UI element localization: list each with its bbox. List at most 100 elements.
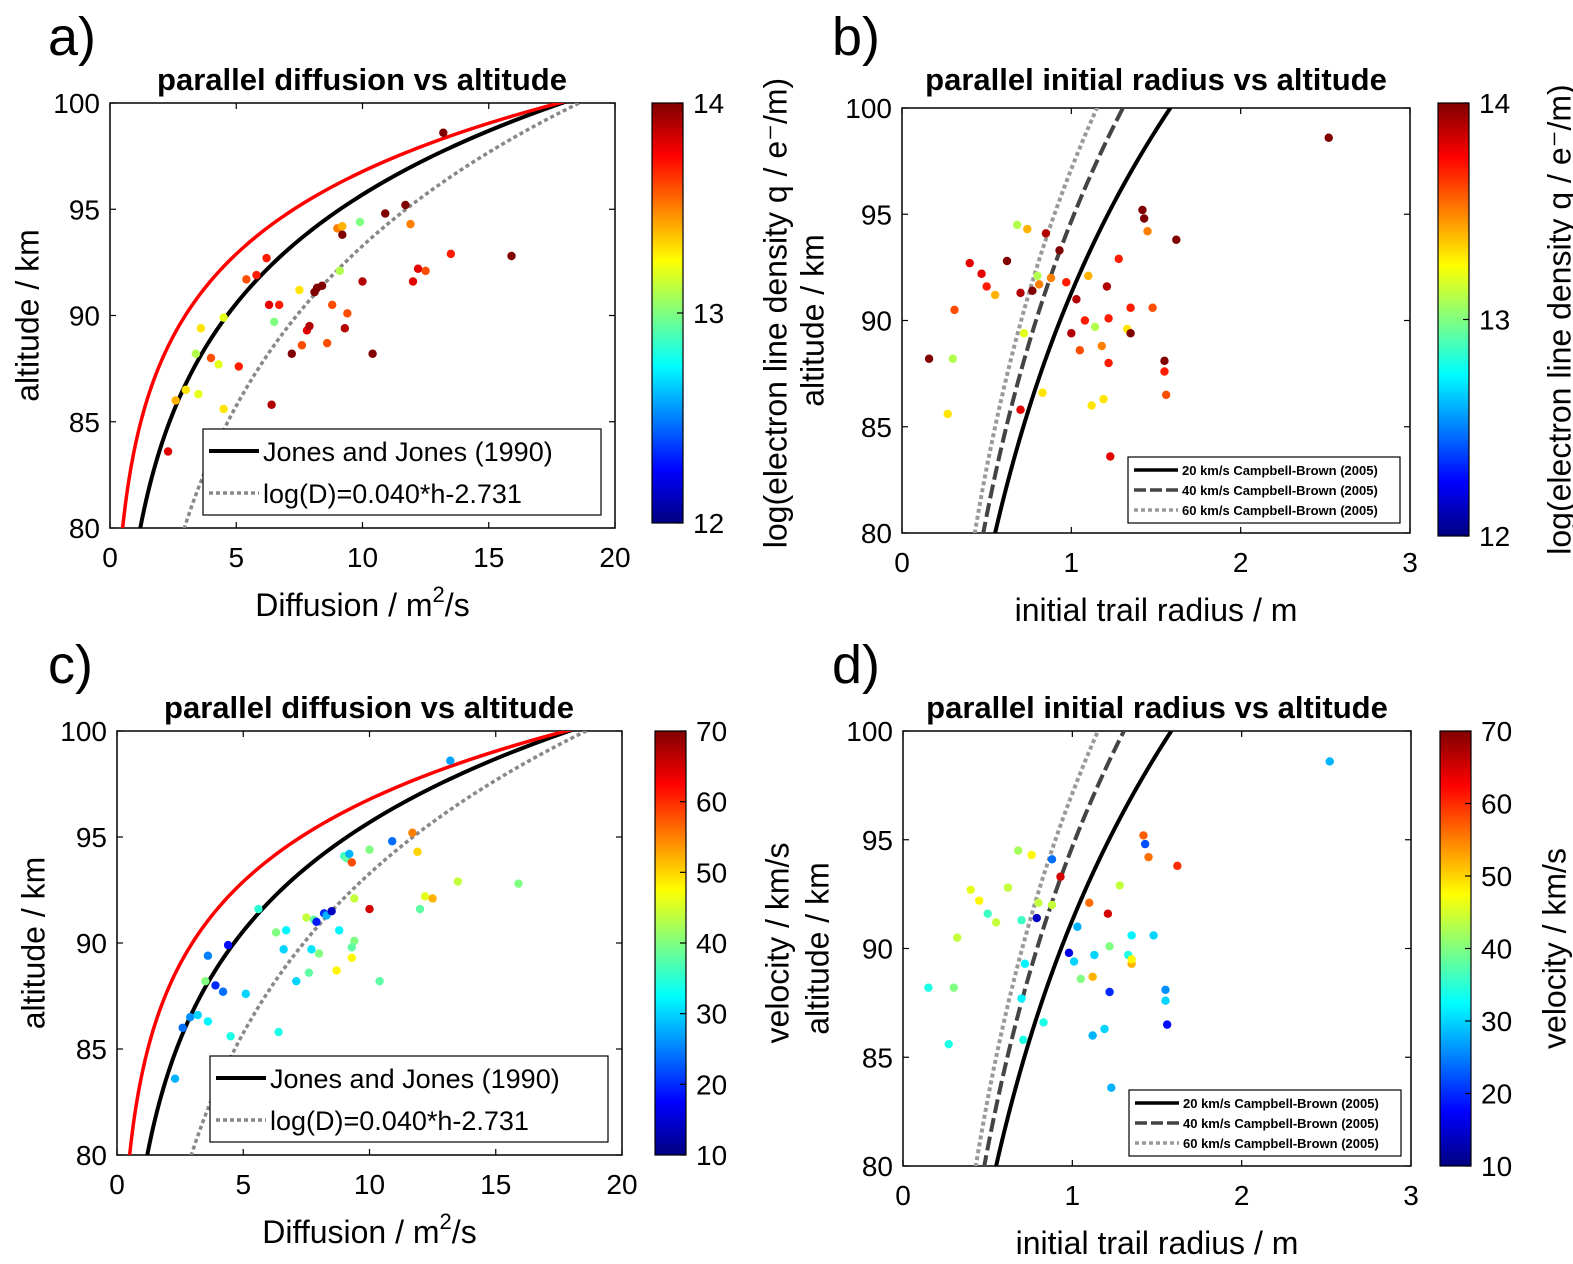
data-point — [201, 976, 210, 986]
data-point — [191, 349, 201, 358]
colorbar-tick-label: 14 — [1479, 88, 1510, 119]
x-axis-label: initial trail radius / m — [1016, 1225, 1299, 1261]
x-axis-label: initial trail radius / m — [1015, 592, 1298, 628]
data-point — [944, 1040, 953, 1049]
panel-label: c) — [48, 635, 93, 695]
legend-entry: 20 km/s Campbell-Brown (2005) — [1183, 1096, 1379, 1111]
x-tick-label: 3 — [1402, 547, 1418, 578]
colorbar-tick-label: 30 — [696, 999, 727, 1030]
data-point — [163, 447, 173, 456]
colorbar-tick-label: 60 — [696, 787, 727, 818]
legend: Jones and Jones (1990) log(D)=0.040*h-2.7… — [209, 1055, 609, 1143]
data-point — [1013, 846, 1023, 855]
data-point — [1028, 286, 1037, 295]
data-point — [1032, 913, 1041, 923]
data-point — [1075, 346, 1085, 355]
data-point — [1017, 994, 1026, 1003]
legend: 20 km/s Campbell-Brown (2005) 40 km/s Cam… — [1127, 456, 1401, 524]
legend-box — [202, 428, 602, 516]
data-point — [1047, 900, 1057, 910]
data-point — [1173, 861, 1182, 871]
data-point — [375, 976, 384, 986]
data-point — [1041, 229, 1051, 238]
data-point — [328, 300, 337, 310]
data-point — [924, 354, 934, 363]
data-point — [327, 907, 336, 916]
data-point — [338, 230, 347, 239]
x-tick-label: 10 — [347, 542, 378, 573]
data-point — [1076, 974, 1086, 984]
data-point — [350, 936, 359, 946]
data-point — [1324, 133, 1333, 142]
data-point — [413, 847, 422, 857]
data-point — [279, 945, 288, 954]
data-point — [1325, 757, 1334, 766]
data-point — [1064, 948, 1074, 958]
data-point — [1034, 280, 1044, 289]
scatter-points — [924, 757, 1334, 1092]
scatter-points — [170, 756, 523, 1083]
colorbar-label: log(electron line density q / e⁻/m) — [1541, 84, 1573, 554]
data-point — [186, 1013, 195, 1022]
colorbar-tick-label: 14 — [693, 88, 724, 119]
curves — [973, 731, 1174, 1166]
data-point — [338, 222, 347, 231]
colorbar-tick-label: 12 — [693, 508, 724, 539]
legend-entry: 60 km/s Campbell-Brown (2005) — [1183, 1136, 1379, 1151]
data-point — [1003, 883, 1013, 892]
y-tick-label: 100 — [846, 716, 893, 747]
data-point — [1139, 214, 1149, 223]
data-point — [1143, 227, 1152, 236]
data-point — [214, 360, 223, 369]
legend-entry: 40 km/s Campbell-Brown (2005) — [1183, 1116, 1379, 1131]
data-point — [1072, 295, 1081, 304]
data-point — [428, 894, 437, 903]
data-point — [420, 892, 430, 901]
colorbar-tick-label: 13 — [1479, 305, 1510, 336]
legend-entry: Jones and Jones (1990) — [263, 437, 553, 467]
data-point — [1102, 282, 1112, 291]
data-point — [401, 200, 410, 210]
data-point — [1160, 356, 1169, 366]
data-point — [1105, 942, 1114, 951]
data-point — [1139, 831, 1148, 840]
data-point — [1088, 972, 1097, 981]
chart-title: parallel initial radius vs altitude — [926, 690, 1388, 725]
x-tick-label: 0 — [895, 1180, 911, 1211]
data-point — [1114, 254, 1123, 264]
data-point — [446, 756, 455, 765]
data-point — [1084, 271, 1093, 281]
x-tick-label: 1 — [1065, 1180, 1081, 1211]
x-tick-label: 15 — [480, 1169, 511, 1200]
curves — [972, 108, 1173, 533]
data-point — [1056, 872, 1065, 881]
panel-d: d) parallel initial radius vs altitude 0 1 2… — [799, 635, 1572, 1261]
data-point — [381, 209, 390, 218]
y-tick-label: 100 — [845, 93, 892, 124]
red-curve — [127, 731, 573, 1155]
data-point — [388, 837, 397, 846]
scatter-points — [924, 133, 1333, 461]
data-point — [274, 300, 284, 310]
data-point — [943, 409, 952, 419]
data-point — [1055, 246, 1064, 255]
y-tick-label: 95 — [69, 194, 100, 225]
data-point — [358, 277, 367, 286]
data-point — [507, 251, 516, 261]
data-point — [219, 404, 228, 414]
data-point — [1160, 367, 1169, 376]
data-point — [1107, 1083, 1116, 1092]
data-point — [1104, 358, 1113, 368]
data-point — [345, 849, 354, 859]
colorbar-label: log(electron line density q / e⁻/m) — [757, 78, 793, 548]
data-point — [1090, 322, 1100, 332]
x-tick-label: 0 — [894, 547, 910, 578]
data-point — [446, 249, 456, 259]
colorbar-tick-label: 20 — [696, 1069, 727, 1100]
cb40-curve — [982, 731, 1127, 1166]
colorbar: 10 20 30 40 50 60 70 velocity / km/s — [654, 716, 795, 1171]
x-tick-label: 2 — [1234, 1180, 1250, 1211]
red-curve — [120, 103, 566, 528]
data-point — [304, 968, 314, 977]
colorbar-tick-label: 40 — [696, 928, 727, 959]
